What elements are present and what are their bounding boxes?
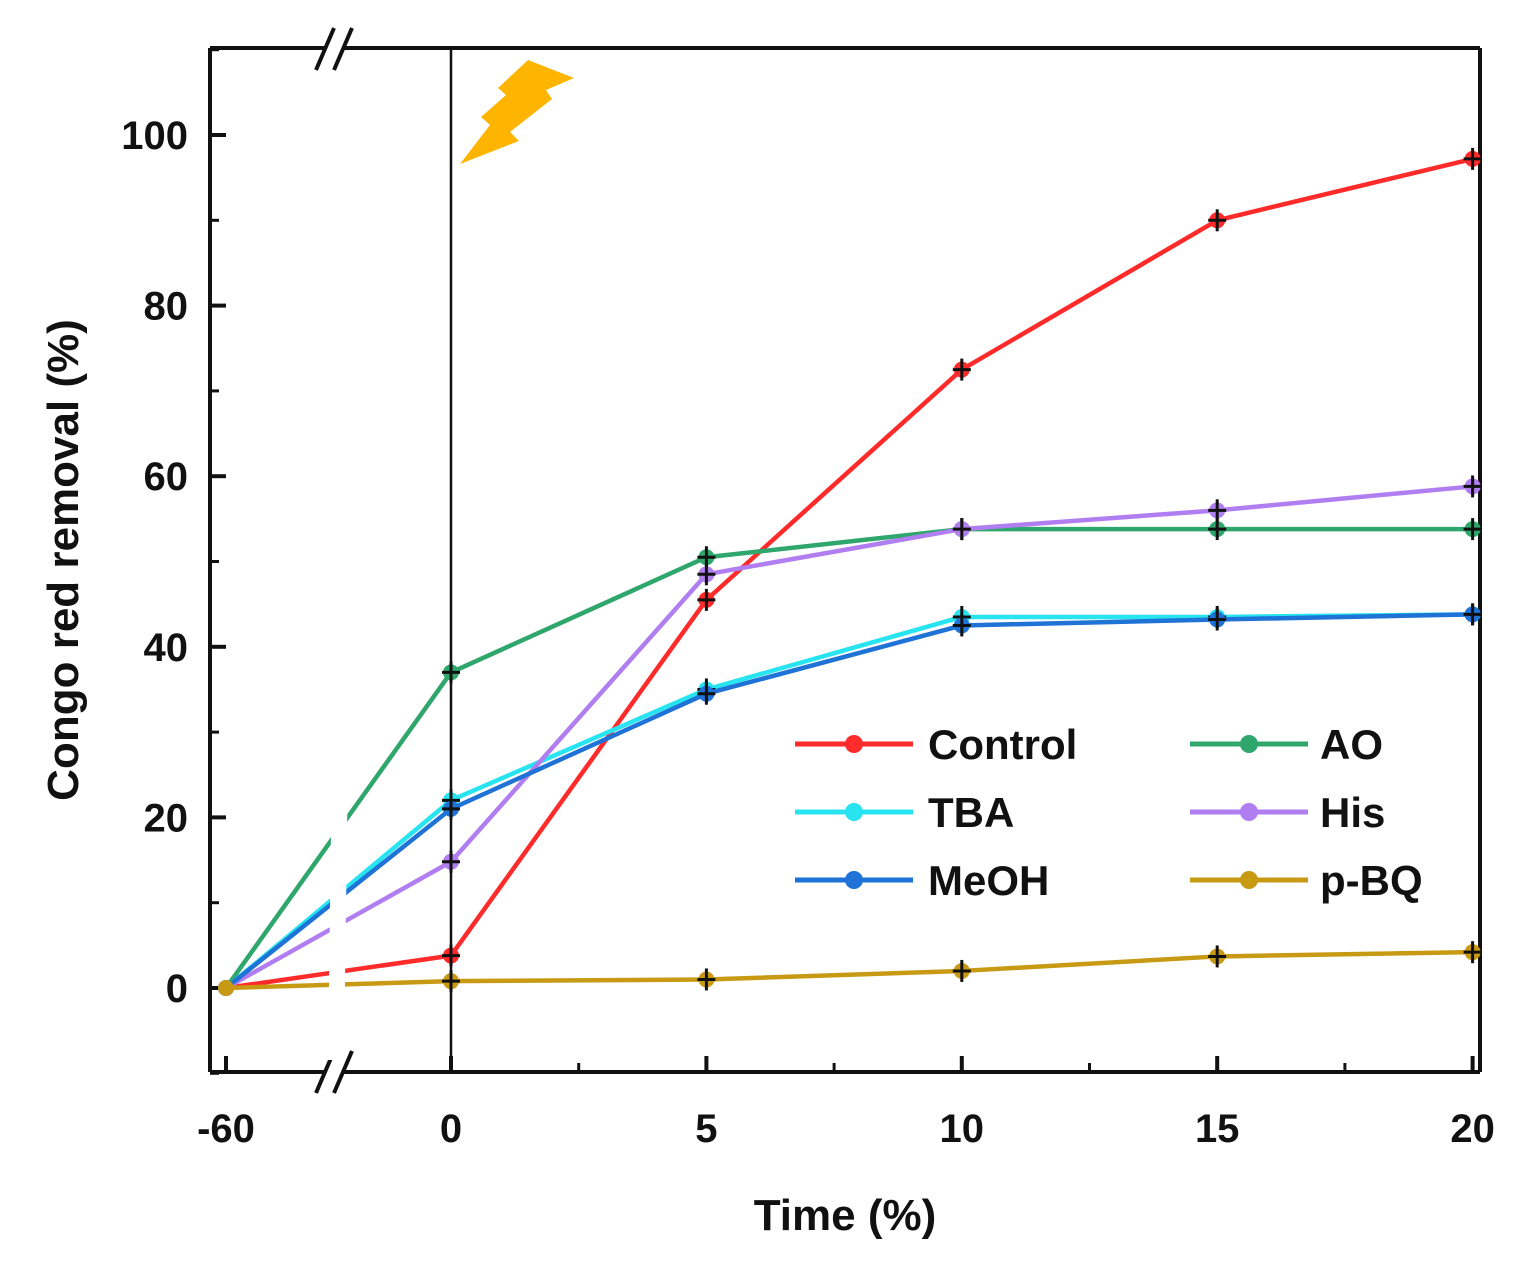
axis-ticks	[210, 48, 1475, 1075]
y-tick-label: 20	[144, 796, 189, 840]
y-tick-label: 60	[144, 455, 189, 499]
data-point	[218, 980, 234, 996]
legend-label: Control	[928, 721, 1077, 768]
legend-item: AO	[1190, 721, 1383, 768]
lightning-icon	[460, 60, 574, 164]
series-line	[224, 484, 1473, 990]
series-layer	[218, 147, 1482, 996]
series-control	[218, 147, 1482, 996]
legend-item: TBA	[795, 789, 1014, 836]
y-axis-title: Congo red removal (%)	[39, 319, 88, 801]
legend-label: TBA	[928, 789, 1014, 836]
break-masks	[328, 300, 354, 1060]
y-tick-label: 40	[144, 626, 189, 670]
legend-swatch-marker	[845, 871, 863, 889]
legend-swatch-marker	[1240, 871, 1258, 889]
y-tick-label: 100	[121, 114, 188, 158]
series-line	[225, 949, 1473, 991]
legend-item: His	[1190, 789, 1385, 836]
series-line	[224, 612, 1473, 990]
series-his	[218, 475, 1482, 996]
legend-swatch-marker	[845, 803, 863, 821]
break-gap	[328, 300, 354, 1060]
legend-label: p-BQ	[1320, 857, 1423, 904]
legend-label: His	[1320, 789, 1385, 836]
series-ao	[218, 518, 1482, 996]
axis-tick-labels: 0 20 40 60 80 100 -60 0 5 10 15 20	[121, 114, 1495, 1151]
x-axis-title: Time (%)	[754, 1191, 937, 1240]
x-tick-label: 10	[940, 1107, 985, 1151]
legend-label: AO	[1320, 721, 1383, 768]
legend: Control AO TBA His MeOH p-BQ	[795, 721, 1423, 904]
x-tick-label: -60	[197, 1107, 255, 1151]
series-p-bq	[218, 941, 1482, 996]
series-tba	[218, 603, 1482, 996]
series-meoh	[218, 603, 1482, 996]
legend-label: MeOH	[928, 857, 1049, 904]
x-tick-label: 15	[1195, 1107, 1240, 1151]
axis-break-top	[314, 27, 354, 71]
legend-item: p-BQ	[1190, 857, 1423, 904]
series-line	[224, 612, 1473, 990]
legend-item: MeOH	[795, 857, 1049, 904]
x-tick-label: 20	[1450, 1107, 1495, 1151]
series-line	[225, 156, 1474, 991]
y-tick-label: 0	[166, 967, 188, 1011]
x-tick-label: 5	[695, 1107, 717, 1151]
legend-item: Control	[795, 721, 1077, 768]
series-line	[224, 526, 1473, 990]
legend-swatch-marker	[845, 735, 863, 753]
legend-swatch-marker	[1240, 735, 1258, 753]
y-tick-label: 80	[144, 285, 189, 329]
legend-swatch-marker	[1240, 803, 1258, 821]
x-tick-label: 0	[440, 1107, 462, 1151]
